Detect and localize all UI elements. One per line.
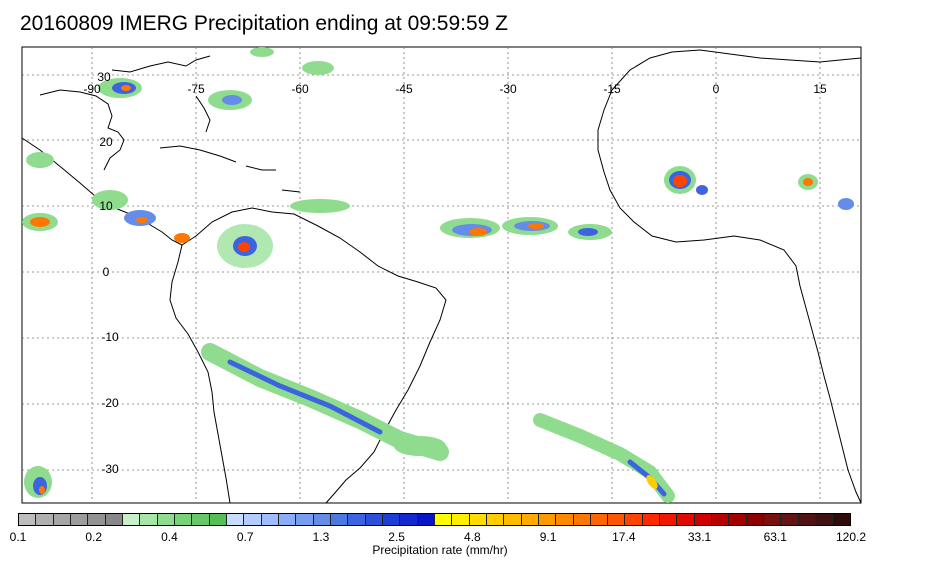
colorbar-swatch <box>816 514 834 525</box>
colorbar-swatch <box>694 514 713 525</box>
colorbar-swatch <box>504 514 522 525</box>
colorbar-tick-label: 63.1 <box>763 530 787 544</box>
lat-label: 20 <box>99 135 113 149</box>
colorbar-swatch <box>590 514 609 525</box>
colorbar-swatch <box>434 514 453 525</box>
colorbar-label: Precipitation rate (mm/hr) <box>372 543 508 557</box>
colorbar-swatch <box>729 514 747 525</box>
colorbar-swatch <box>226 514 245 525</box>
lon-label: -75 <box>187 82 205 96</box>
lat-label: -20 <box>101 396 119 410</box>
lon-label: 15 <box>813 82 827 96</box>
colorbar-swatch <box>70 514 89 525</box>
colorbar-swatch <box>798 514 817 525</box>
precipitation-areas <box>22 47 854 503</box>
colorbar-swatch <box>278 514 297 525</box>
colorbar-swatch <box>417 514 435 525</box>
colorbar-swatch <box>382 514 401 525</box>
colorbar-swatch <box>53 514 71 525</box>
colorbar-swatch <box>469 514 487 525</box>
lat-label: 30 <box>97 70 111 84</box>
colorbar-swatch <box>400 514 418 525</box>
longitude-labels: -90 -75 -60 -45 -30 -15 0 15 <box>83 82 827 96</box>
colorbar-tick-label: 0.4 <box>161 530 178 544</box>
colorbar-swatch <box>486 514 505 525</box>
colorbar-swatch <box>19 514 37 525</box>
colorbar-swatch <box>833 514 850 525</box>
colorbar-swatch <box>746 514 765 525</box>
colorbar-swatch <box>313 514 331 525</box>
precipitation-map: -90 -75 -60 -45 -30 -15 0 15 30 20 10 0 … <box>21 46 862 504</box>
colorbar-swatch <box>625 514 643 525</box>
colorbar-swatch <box>261 514 279 525</box>
colorbar-tick-label: 120.2 <box>835 530 867 544</box>
colorbar-tick-label: 1.3 <box>312 530 330 544</box>
colorbar-tick-label: 17.4 <box>612 530 636 544</box>
lat-label: 0 <box>103 265 110 279</box>
colorbar-swatch <box>157 514 175 525</box>
colorbar-swatch <box>192 514 210 525</box>
latitude-labels: 30 20 10 0 -10 -20 -30 <box>97 70 119 476</box>
map-frame <box>21 46 862 504</box>
colorbar-ticks: 0.1 0.2 0.4 0.7 1.3 2.5 4.8 9.1 17.4 33.1 63.1 120.… <box>0 530 944 544</box>
coastlines <box>21 49 862 504</box>
colorbar-swatch <box>365 514 383 525</box>
colorbar-swatch <box>677 514 695 525</box>
colorbar-swatch <box>608 514 626 525</box>
lon-label: -90 <box>83 82 101 96</box>
colorbar-swatch <box>348 514 366 525</box>
colorbar-swatch <box>105 514 123 525</box>
colorbar-tick-label: 9.1 <box>539 530 557 544</box>
colorbar-swatch <box>244 514 262 525</box>
lat-label: -10 <box>101 330 119 344</box>
colorbar-swatch <box>452 514 470 525</box>
colorbar-swatch <box>712 514 730 525</box>
colorbar-tick-label: 0.2 <box>85 530 103 544</box>
map-title: 20160809 IMERG Precipitation ending at 0… <box>20 12 508 35</box>
colorbar-swatch <box>556 514 574 525</box>
colorbar-swatch <box>330 514 349 525</box>
colorbar-swatch <box>642 514 661 525</box>
lat-label: -30 <box>101 462 119 476</box>
colorbar-swatch <box>122 514 141 525</box>
colorbar-swatch <box>660 514 678 525</box>
colorbar-swatch <box>296 514 314 525</box>
colorbar-tick-label: 0.1 <box>9 530 27 544</box>
lon-label: -30 <box>499 82 517 96</box>
colorbar-swatch <box>88 514 106 525</box>
colorbar <box>18 513 851 526</box>
lat-label: 10 <box>99 199 113 213</box>
colorbar-tick-label: 4.8 <box>464 530 481 544</box>
colorbar-tick-label: 0.7 <box>236 530 254 544</box>
colorbar-swatch <box>521 514 539 525</box>
lon-label: 0 <box>713 82 720 96</box>
lon-label: -15 <box>603 82 621 96</box>
colorbar-tick-label: 2.5 <box>388 530 405 544</box>
lon-label: -45 <box>395 82 413 96</box>
colorbar-swatch <box>140 514 158 525</box>
colorbar-swatch <box>174 514 193 525</box>
colorbar-swatch <box>538 514 557 525</box>
graticule <box>22 47 861 503</box>
colorbar-swatch <box>781 514 799 525</box>
colorbar-swatch <box>36 514 54 525</box>
colorbar-swatch <box>764 514 782 525</box>
colorbar-tick-label: 33.1 <box>687 530 712 544</box>
colorbar-swatch <box>573 514 591 525</box>
lon-label: -60 <box>291 82 309 96</box>
colorbar-swatch <box>209 514 227 525</box>
